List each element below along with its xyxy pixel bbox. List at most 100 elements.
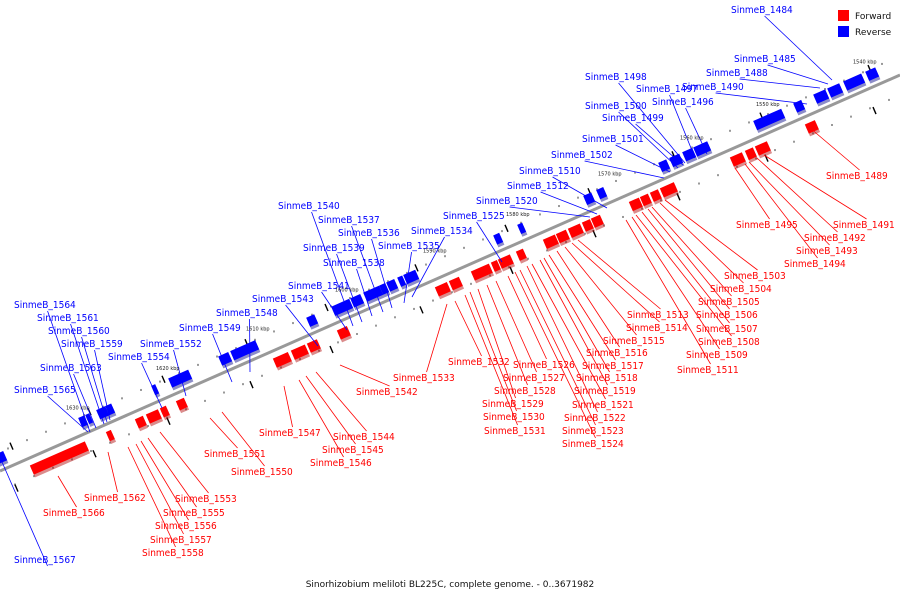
gene-label: SinmeB_1508 [698, 337, 760, 348]
tick-dot [242, 383, 244, 386]
leader-line [135, 443, 184, 535]
gene-label: SinmeB_1489 [826, 171, 888, 182]
gene-box [145, 409, 162, 424]
leader-line [635, 123, 684, 166]
reverse-gene [306, 314, 320, 330]
leader-line [127, 446, 176, 548]
tick-dot [425, 263, 427, 266]
gene-box [386, 278, 399, 292]
leader-line [107, 451, 118, 493]
leader-line [514, 271, 596, 439]
tick-dot [406, 271, 408, 274]
forward-gene [434, 282, 453, 300]
gene-box [515, 248, 527, 261]
major-tick [166, 417, 171, 425]
tick-dot [736, 165, 738, 168]
gene-label: SinmeB_1502 [551, 150, 613, 161]
leader-line [173, 349, 187, 397]
major-tick [324, 303, 329, 312]
tick-dot [489, 274, 491, 277]
leader-line [411, 236, 445, 298]
leader-line [305, 375, 356, 445]
gene-label: SinmeB_1527 [503, 373, 565, 384]
leader-line [739, 78, 821, 89]
forward-gene [567, 223, 586, 241]
gene-label: SinmeB_1524 [562, 439, 624, 450]
forward-gene [649, 189, 664, 205]
tick-dot [387, 280, 389, 283]
leader-line [212, 333, 233, 383]
legend-reverse-label: Reverse [855, 28, 892, 38]
gene-label: SinmeB_1545 [322, 445, 384, 456]
gene-label: SinmeB_1529 [482, 399, 544, 410]
legend-forward-label: Forward [855, 12, 891, 22]
leader-line [507, 275, 547, 360]
tick-dot [527, 257, 529, 260]
tick-dot [147, 424, 149, 427]
gene-box [596, 187, 608, 200]
gene-box [843, 73, 866, 91]
gene-box [379, 282, 390, 295]
tick-dot [698, 182, 700, 185]
leader-line [159, 431, 209, 494]
gene-box [649, 189, 662, 202]
gene-label: SinmeB_1515 [603, 336, 665, 347]
reverse-gene [753, 108, 787, 133]
gene-box [490, 260, 501, 272]
major-tick [9, 442, 14, 450]
kbp-label: 1580 kbp [506, 212, 530, 218]
gene-label: SinmeB_1536 [338, 228, 400, 239]
leader-line [664, 199, 758, 271]
tick-dot [558, 205, 560, 208]
tick-dot [318, 349, 320, 352]
leader-line [748, 161, 830, 246]
gene-label: SinmeB_1548 [216, 308, 278, 319]
gene-box [134, 415, 147, 429]
gene-label: SinmeB_1498 [585, 72, 647, 83]
tick-dot [634, 171, 636, 174]
tick-dot [413, 307, 415, 310]
major-tick [676, 193, 681, 201]
leader-line [625, 219, 711, 365]
gene-label: SinmeB_1506 [696, 310, 758, 321]
major-tick [504, 224, 509, 233]
leader-line [486, 284, 528, 386]
tick-dot [501, 230, 503, 233]
leader-line [141, 362, 163, 409]
tick-dot [121, 397, 123, 400]
tick-dot [166, 416, 168, 419]
leader-line [571, 242, 660, 323]
forward-gene [272, 352, 294, 371]
forward-gene [175, 397, 190, 414]
gene-label: SinmeB_1552 [140, 339, 202, 350]
gene-labels: SinmeB_1484 SinmeB_1485 SinmeB_1488 SinmeB_… [14, 5, 895, 566]
leader-line [298, 379, 344, 458]
tick-dot [368, 288, 370, 291]
gene-label: SinmeB_1564 [14, 300, 76, 311]
gene-label: SinmeB_1566 [43, 508, 105, 519]
kbp-label: 1570 kbp [598, 172, 622, 178]
leader-line [669, 94, 696, 159]
reverse-gene [151, 384, 161, 398]
major-tick [249, 380, 254, 389]
reverse-gene [693, 141, 713, 160]
gene-box [590, 214, 604, 228]
forward-gene [590, 214, 606, 231]
tick-dot [463, 246, 465, 249]
forward-gene [628, 197, 645, 214]
major-tick [509, 266, 514, 275]
leader-line [635, 214, 732, 337]
tick-dot [470, 282, 472, 285]
tick-dot [793, 140, 795, 143]
leader-line [685, 107, 708, 155]
leader-line [531, 263, 606, 400]
forward-gene [497, 254, 516, 272]
tick-dot [767, 113, 769, 116]
forward-gene [470, 263, 495, 284]
leader-line [140, 440, 189, 521]
tick-dot [508, 266, 510, 269]
tick-dot [102, 405, 104, 408]
tick-dot [546, 249, 548, 252]
leader-line [556, 250, 620, 348]
gene-label: SinmeB_1484 [731, 5, 793, 16]
